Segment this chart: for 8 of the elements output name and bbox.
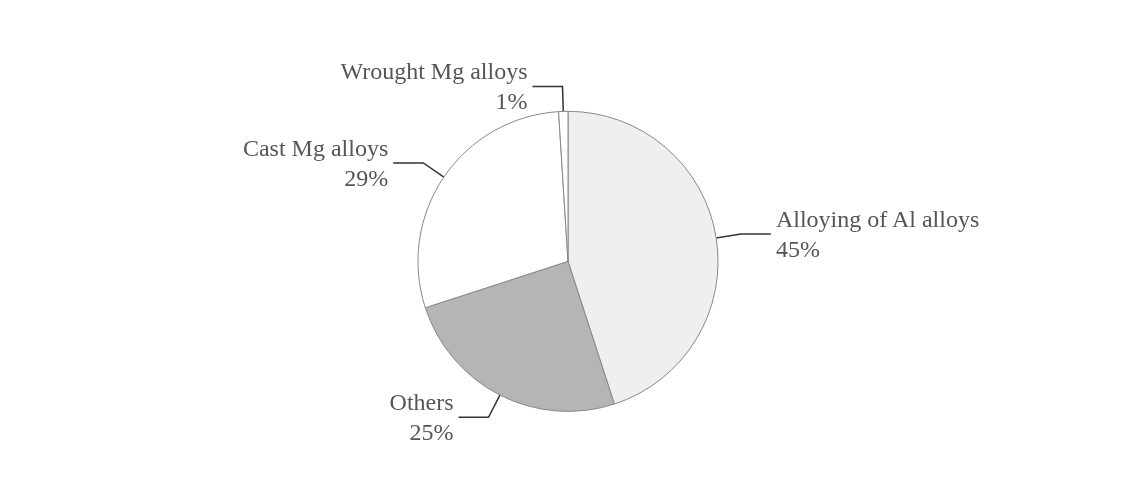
slice-label: Wrought Mg alloys	[340, 58, 528, 85]
slice-label: Alloying of Al alloys	[775, 205, 980, 232]
data-label: 1%	[495, 88, 528, 115]
data-label: 25%	[409, 419, 454, 446]
data-label: 45%	[775, 235, 820, 262]
slice-label: Others	[389, 389, 454, 416]
data-label: 29%	[344, 164, 389, 191]
slice-label: Cast Mg alloys	[242, 134, 389, 161]
